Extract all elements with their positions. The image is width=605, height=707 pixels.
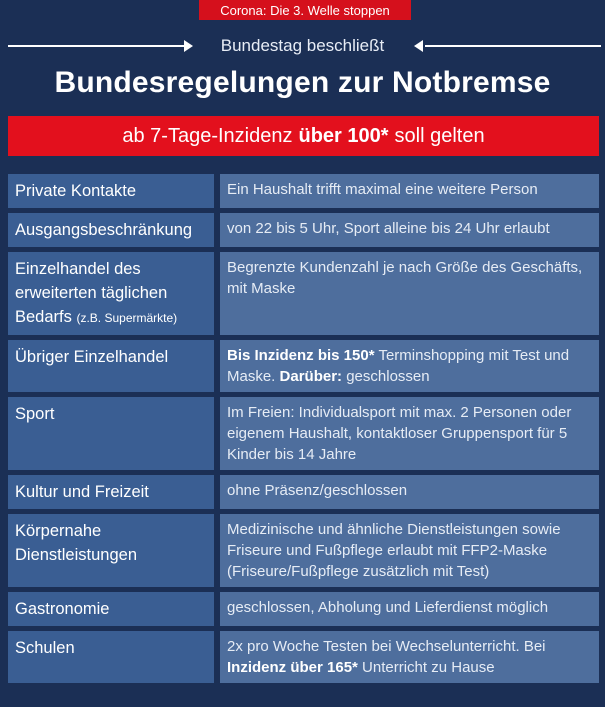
subtitle-row: Bundestag beschließt (0, 34, 605, 58)
value-text: Terminshopping mit Test und Maske. (227, 347, 570, 385)
table-row: Sport Im Freien: Individualsport mit max… (8, 397, 599, 470)
banner-prefix: ab 7-Tage-Inzidenz (122, 124, 293, 147)
rules-table: Private Kontakte Ein Haushalt trifft max… (8, 169, 599, 688)
left-arrow-line (8, 45, 184, 47)
row-value: ohne Präsenz/geschlossen (220, 475, 599, 509)
row-label-note: (z.B. Supermärkte) (76, 311, 178, 325)
value-bold: Bis Inzidenz bis 150* (227, 347, 375, 364)
row-value: Ein Haushalt trifft maximal eine weitere… (220, 174, 599, 208)
row-value: Bis Inzidenz bis 150* Terminshopping mit… (220, 340, 599, 392)
row-value: von 22 bis 5 Uhr, Sport alleine bis 24 U… (220, 213, 599, 247)
value-text: 2x pro Woche Testen bei Wechselunterrich… (227, 638, 546, 655)
row-value: 2x pro Woche Testen bei Wechselunterrich… (220, 631, 599, 683)
row-label: Private Kontakte (8, 174, 220, 208)
table-row: Übriger Einzelhandel Bis Inzidenz bis 15… (8, 340, 599, 392)
table-row: Gastronomie geschlossen, Abholung und Li… (8, 592, 599, 626)
row-label-text: Einzelhandel des erweiterten täglichen B… (15, 260, 168, 326)
row-value: Im Freien: Individualsport mit max. 2 Pe… (220, 397, 599, 470)
row-label: Einzelhandel des erweiterten täglichen B… (8, 252, 220, 335)
table-row: Körpernahe Dienstleistungen Medizinische… (8, 514, 599, 587)
row-label: Kultur und Freizeit (8, 475, 220, 509)
row-value: Begrenzte Kundenzahl je nach Größe des G… (220, 252, 599, 335)
table-row: Ausgangsbeschränkung von 22 bis 5 Uhr, S… (8, 213, 599, 247)
value-bold: Inzidenz über 165* (227, 659, 358, 676)
banner-highlight: über 100* (298, 124, 389, 147)
table-row: Schulen 2x pro Woche Testen bei Wechselu… (8, 631, 599, 683)
value-text: Unterricht zu Hause (362, 659, 495, 676)
row-label: Gastronomie (8, 592, 220, 626)
incidence-banner: ab 7-Tage-Inzidenz über 100* soll gelten (8, 116, 599, 156)
table-row: Einzelhandel des erweiterten täglichen B… (8, 252, 599, 335)
value-bold: Darüber: (279, 368, 343, 385)
value-text: geschlossen (346, 368, 430, 385)
row-label: Ausgangsbeschränkung (8, 213, 220, 247)
right-arrow-line (425, 45, 601, 47)
left-pointing-arrow-icon (414, 40, 423, 52)
row-label: Übriger Einzelhandel (8, 340, 220, 392)
top-badge: Corona: Die 3. Welle stoppen (199, 0, 411, 20)
right-pointing-arrow-icon (184, 40, 193, 52)
banner-suffix: soll gelten (394, 124, 485, 147)
row-value: geschlossen, Abholung und Lieferdienst m… (220, 592, 599, 626)
row-label: Schulen (8, 631, 220, 683)
row-label: Sport (8, 397, 220, 470)
table-row: Kultur und Freizeit ohne Präsenz/geschlo… (8, 475, 599, 509)
row-value: Medizinische und ähnliche Dienstleistung… (220, 514, 599, 587)
table-row: Private Kontakte Ein Haushalt trifft max… (8, 174, 599, 208)
page-title: Bundesregelungen zur Notbremse (54, 66, 551, 99)
row-label: Körpernahe Dienstleistungen (8, 514, 220, 587)
subtitle: Bundestag beschließt (220, 36, 385, 55)
